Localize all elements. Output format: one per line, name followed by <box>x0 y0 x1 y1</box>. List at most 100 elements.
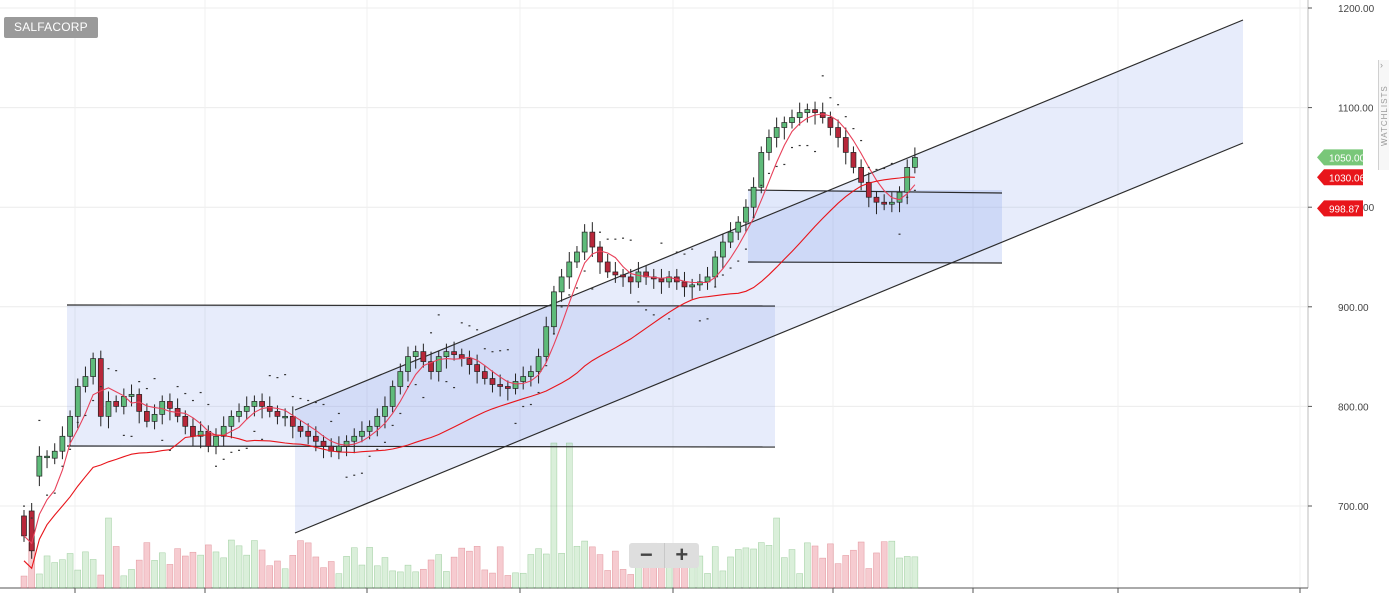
volume-bar <box>857 541 865 589</box>
candle-body <box>681 281 688 288</box>
candle-body <box>412 351 419 357</box>
channel-zone <box>295 20 1243 533</box>
volume-bar <box>366 547 373 589</box>
candle-body <box>67 416 73 437</box>
sar-dot <box>122 434 125 436</box>
candle-body <box>873 196 880 203</box>
sar-dot <box>491 351 494 353</box>
sar-dot <box>30 517 33 519</box>
candle-body <box>466 358 473 365</box>
candle-body <box>750 186 757 208</box>
zoom-out-button[interactable]: − <box>639 542 653 567</box>
sar-dot <box>844 116 847 118</box>
sar-dot <box>130 435 133 437</box>
sar-dot <box>230 451 233 453</box>
sar-dot <box>261 438 264 440</box>
volume-bar <box>74 569 82 589</box>
sar-dot <box>645 309 648 311</box>
candle-body <box>82 376 89 387</box>
sar-dot <box>61 465 64 467</box>
volume-bar <box>542 553 550 589</box>
sar-dot <box>860 139 863 142</box>
sar-dot <box>153 378 156 380</box>
sar-dot <box>783 163 786 166</box>
y-tick-label: 900.00 <box>1338 303 1369 314</box>
price-tag-label: 1030.06 <box>1329 173 1366 184</box>
sar-dot <box>706 318 709 320</box>
candle-body <box>888 201 895 205</box>
volume-bar <box>819 557 826 589</box>
volume-bar <box>765 545 773 589</box>
candle-body <box>359 430 365 437</box>
candle-body <box>858 167 864 183</box>
volume-bar <box>220 557 227 589</box>
candle-body <box>896 191 903 203</box>
candle-body <box>59 435 66 452</box>
candle-body <box>474 364 480 372</box>
candle-body <box>128 394 135 397</box>
sar-dot <box>714 286 717 288</box>
sar-dot <box>599 231 601 233</box>
candle-body <box>850 152 857 168</box>
sar-dot <box>637 301 640 303</box>
volume-bar <box>604 570 611 589</box>
price-tag-shape <box>1317 169 1363 186</box>
moving-average-short <box>23 113 916 545</box>
volume-bar <box>189 551 197 589</box>
candle-body <box>574 251 580 263</box>
sar-dot <box>898 233 901 235</box>
watchlists-tab[interactable] <box>1378 60 1389 170</box>
candle-body <box>343 440 350 447</box>
sar-dot <box>53 492 56 494</box>
candle-body <box>904 167 911 193</box>
candle-body <box>21 515 27 537</box>
volume-bar <box>412 571 419 589</box>
volume-bar <box>466 550 473 589</box>
sar-dot <box>437 314 440 316</box>
price-tag-shape <box>1317 149 1363 166</box>
candle-body <box>74 386 81 417</box>
candle-body <box>812 109 818 113</box>
y-tick-label: 700.00 <box>1338 502 1369 513</box>
volume-bar <box>619 569 627 589</box>
sar-dot <box>268 375 271 377</box>
candle-body <box>259 401 265 407</box>
sar-dot <box>829 97 832 99</box>
volume-bar <box>873 552 880 589</box>
candle-body <box>389 386 396 407</box>
sar-dot <box>314 401 317 404</box>
volume-bar <box>212 551 220 589</box>
volume-bar <box>512 572 519 589</box>
zoom-in-button[interactable]: + <box>663 543 700 568</box>
sar-dot <box>691 248 694 250</box>
chevron-right-icon[interactable]: › <box>1380 60 1383 70</box>
volume-bar <box>404 564 412 589</box>
candle-body <box>205 430 212 447</box>
volume-bar <box>258 549 266 589</box>
sar-dot <box>84 414 87 417</box>
volume-bar <box>205 544 212 589</box>
volume-bar <box>228 539 235 589</box>
volume-bar <box>788 549 796 589</box>
candle-body <box>551 291 557 328</box>
candle-body <box>581 231 588 253</box>
sar-dot <box>906 196 909 198</box>
candle-body <box>236 411 242 417</box>
sar-dot <box>76 421 79 424</box>
candle-body <box>512 381 519 389</box>
candle-body <box>297 425 304 432</box>
volume-bar <box>82 551 89 589</box>
sar-dot <box>291 395 294 398</box>
volume-bar <box>450 556 458 589</box>
volume-bar <box>243 554 250 589</box>
volume-bar <box>51 562 58 589</box>
volume-bar <box>496 546 504 589</box>
volume-bar <box>896 557 903 589</box>
volume-bar <box>850 549 857 589</box>
candle-body <box>819 112 826 118</box>
sar-dot <box>468 325 471 327</box>
price-tag: 998.87 <box>1317 200 1363 217</box>
volume-bar <box>758 542 765 589</box>
